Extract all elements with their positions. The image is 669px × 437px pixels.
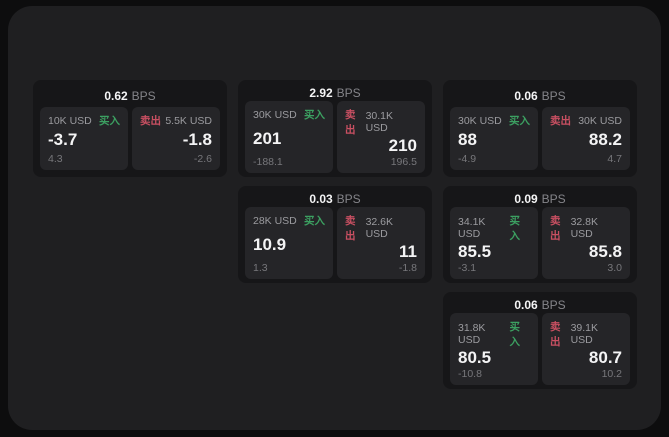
bps-unit-label: BPS xyxy=(336,86,361,100)
card-header: 2.92 BPS xyxy=(245,86,425,100)
buy-delta: -3.1 xyxy=(458,261,477,274)
bps-value: 0.06 xyxy=(514,298,538,312)
buy-price: 88 xyxy=(458,130,477,150)
buy-price: 201 xyxy=(253,128,282,148)
sell-size: 30K USD xyxy=(578,114,622,127)
buy-delta: 4.3 xyxy=(48,153,63,165)
buy-tile[interactable]: 30K USD 买入 88 -4.9 xyxy=(450,107,538,170)
buy-size: 30K USD xyxy=(253,108,297,121)
sell-tile[interactable]: 卖出 5.5K USD -1.8 -2.6 xyxy=(132,107,220,170)
buy-label: 买入 xyxy=(509,321,520,348)
buy-label: 买入 xyxy=(304,109,325,121)
bps-unit-label: BPS xyxy=(541,89,566,103)
sell-size: 32.8K USD xyxy=(570,216,599,240)
sell-price: 85.8 xyxy=(588,242,622,261)
sell-size: 30.1K USD xyxy=(365,110,394,134)
card-header: 0.06 BPS xyxy=(450,298,630,312)
bps-value: 0.03 xyxy=(309,192,333,206)
sell-tile[interactable]: 卖出 39.1K USD 80.7 10.2 xyxy=(542,313,630,385)
buy-delta: -4.9 xyxy=(458,153,477,165)
bps-unit-label: BPS xyxy=(131,89,156,103)
sell-label: 卖出 xyxy=(140,115,161,127)
buy-size: 34.1K USD xyxy=(458,216,486,240)
quote-card: 0.09 BPS 34.1K USD 买入 85.5 -3.1 卖出 32.8K… xyxy=(443,186,637,283)
sell-delta: 3.0 xyxy=(607,261,622,274)
buy-delta: -188.1 xyxy=(253,155,283,168)
sell-label: 卖出 xyxy=(550,215,561,242)
bps-unit-label: BPS xyxy=(541,192,566,206)
buy-tile[interactable]: 34.1K USD 买入 85.5 -3.1 xyxy=(450,207,538,279)
app-window: 0.62 BPS 10K USD 买入 -3.7 4.3 卖出 5.5K USD xyxy=(8,6,661,430)
sell-delta: -1.8 xyxy=(398,261,417,274)
card-header: 0.62 BPS xyxy=(40,86,220,106)
quote-card: 0.06 BPS 31.8K USD 买入 80.5 -10.8 卖出 39.1… xyxy=(443,292,637,389)
buy-tile[interactable]: 30K USD 买入 201 -188.1 xyxy=(245,101,333,173)
sell-size: 5.5K USD xyxy=(165,114,212,127)
bps-unit-label: BPS xyxy=(336,192,361,206)
buy-tile[interactable]: 31.8K USD 买入 80.5 -10.8 xyxy=(450,313,538,385)
buy-label: 买入 xyxy=(509,115,530,127)
bps-unit-label: BPS xyxy=(541,298,566,312)
buy-tile[interactable]: 28K USD 买入 10.9 1.3 xyxy=(245,207,333,279)
sell-tile[interactable]: 卖出 32.8K USD 85.8 3.0 xyxy=(542,207,630,279)
sell-delta: 4.7 xyxy=(607,153,622,165)
sell-delta: -2.6 xyxy=(193,153,212,165)
card-header: 0.06 BPS xyxy=(450,86,630,106)
sell-delta: 196.5 xyxy=(390,155,417,168)
sell-label: 卖出 xyxy=(345,215,356,242)
buy-delta: 1.3 xyxy=(253,261,268,274)
buy-label: 买入 xyxy=(304,215,325,227)
quote-card-grid: 0.62 BPS 10K USD 买入 -3.7 4.3 卖出 5.5K USD xyxy=(33,80,637,389)
quote-card: 0.06 BPS 30K USD 买入 88 -4.9 卖出 30K USD xyxy=(443,80,637,177)
bps-value: 0.09 xyxy=(514,192,538,206)
buy-label: 买入 xyxy=(99,115,120,127)
sell-tile[interactable]: 卖出 30.1K USD 210 196.5 xyxy=(337,101,425,173)
sell-label: 卖出 xyxy=(345,109,356,136)
sell-price: 80.7 xyxy=(588,348,622,367)
buy-label: 买入 xyxy=(509,215,520,242)
sell-size: 32.6K USD xyxy=(365,216,394,240)
sell-price: -1.8 xyxy=(182,130,212,150)
buy-size: 31.8K USD xyxy=(458,322,486,346)
quote-card: 0.03 BPS 28K USD 买入 10.9 1.3 卖出 32.6K US… xyxy=(238,186,432,283)
buy-price: 85.5 xyxy=(458,242,492,261)
buy-price: 10.9 xyxy=(253,234,287,254)
quote-card: 2.92 BPS 30K USD 买入 201 -188.1 卖出 30.1K … xyxy=(238,80,432,177)
sell-price: 210 xyxy=(388,136,417,155)
sell-delta: 10.2 xyxy=(601,367,622,380)
buy-size: 10K USD xyxy=(48,114,92,127)
buy-size: 28K USD xyxy=(253,214,297,227)
sell-tile[interactable]: 卖出 30K USD 88.2 4.7 xyxy=(542,107,630,170)
card-header: 0.09 BPS xyxy=(450,192,630,206)
sell-size: 39.1K USD xyxy=(570,322,599,346)
bps-value: 2.92 xyxy=(309,86,333,100)
sell-tile[interactable]: 卖出 32.6K USD 11 -1.8 xyxy=(337,207,425,279)
bps-value: 0.06 xyxy=(514,89,538,103)
sell-label: 卖出 xyxy=(550,115,571,127)
sell-label: 卖出 xyxy=(550,321,561,348)
buy-delta: -10.8 xyxy=(458,367,482,380)
buy-size: 30K USD xyxy=(458,114,502,127)
sell-price: 88.2 xyxy=(588,130,622,150)
sell-price: 11 xyxy=(399,242,417,261)
buy-tile[interactable]: 10K USD 买入 -3.7 4.3 xyxy=(40,107,128,170)
bps-value: 0.62 xyxy=(104,89,128,103)
quote-card: 0.62 BPS 10K USD 买入 -3.7 4.3 卖出 5.5K USD xyxy=(33,80,227,177)
buy-price: -3.7 xyxy=(48,130,78,150)
card-header: 0.03 BPS xyxy=(245,192,425,206)
buy-price: 80.5 xyxy=(458,348,492,367)
